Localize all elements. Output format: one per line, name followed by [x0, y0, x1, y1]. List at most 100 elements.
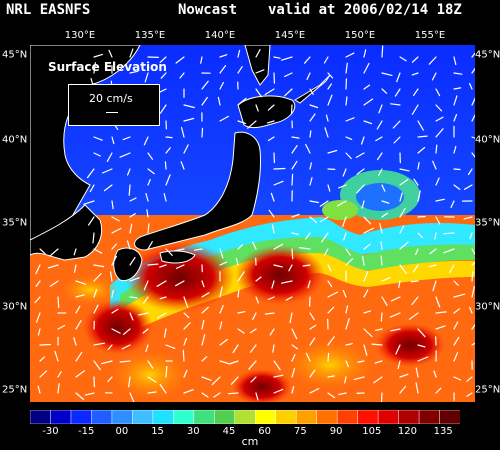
current-vector	[435, 296, 441, 308]
current-vector	[156, 280, 167, 287]
current-vector	[57, 383, 60, 394]
current-vector	[92, 232, 95, 244]
current-vector	[338, 184, 347, 189]
current-vector	[183, 144, 189, 154]
current-vector	[471, 113, 475, 122]
current-vector	[453, 87, 462, 90]
current-vector	[345, 360, 349, 368]
current-vector	[453, 293, 466, 298]
current-vector	[213, 392, 221, 398]
current-vector	[267, 104, 275, 111]
current-vector	[111, 216, 120, 222]
current-vector	[165, 248, 173, 256]
current-vector	[381, 296, 388, 306]
current-vector	[37, 328, 41, 336]
lon-tick-155: 155°E	[414, 30, 446, 41]
current-vector	[83, 200, 95, 205]
current-vector	[179, 72, 185, 79]
current-vector	[342, 168, 347, 177]
current-vector	[412, 264, 419, 273]
current-vector	[268, 209, 275, 218]
lat-tick-30-left: 30°N	[2, 301, 28, 313]
current-vector	[399, 207, 406, 218]
current-vector	[160, 104, 167, 114]
current-vector	[211, 376, 221, 386]
current-vectors	[34, 45, 475, 402]
current-vector	[413, 88, 419, 97]
current-vector	[291, 213, 300, 218]
current-vector	[411, 104, 419, 115]
current-vector	[399, 168, 410, 172]
current-vector	[362, 256, 365, 266]
current-vector	[373, 376, 383, 384]
current-vector	[453, 168, 461, 171]
current-vector	[122, 136, 131, 141]
lat-tick-45-left: 45°N	[2, 49, 28, 61]
current-vector	[381, 277, 391, 282]
current-vector	[145, 193, 149, 202]
current-vector	[93, 152, 102, 157]
current-vector	[378, 168, 383, 176]
current-vector	[327, 149, 338, 154]
current-vector	[163, 193, 167, 202]
current-vector	[327, 352, 330, 362]
current-vector	[471, 152, 475, 158]
current-vector	[143, 136, 149, 146]
current-vector	[237, 97, 247, 106]
current-vector	[235, 257, 239, 266]
current-vector	[93, 53, 104, 58]
colorbar-label: 45	[222, 426, 236, 437]
colorbar-swatch	[418, 410, 441, 424]
current-vector	[327, 184, 331, 192]
current-vector	[435, 177, 440, 186]
current-vector	[129, 197, 137, 202]
current-vector	[183, 369, 188, 378]
current-vector	[57, 296, 60, 309]
current-vector	[35, 264, 41, 275]
current-vector	[327, 392, 336, 399]
current-vector	[393, 136, 401, 144]
current-vector	[255, 276, 262, 282]
colorbar-swatch	[234, 410, 256, 424]
current-vector	[128, 376, 131, 388]
current-vector	[175, 264, 185, 269]
current-vector	[432, 160, 437, 170]
current-vector	[417, 135, 428, 138]
current-vector	[453, 184, 461, 190]
current-vector	[467, 168, 473, 176]
yellow-patch-1	[60, 275, 120, 305]
current-vector	[337, 200, 347, 207]
current-vector	[87, 216, 95, 226]
current-vector	[175, 56, 185, 64]
current-vector	[363, 98, 374, 106]
current-vector	[291, 386, 295, 394]
current-vector	[237, 66, 243, 74]
current-vector	[371, 343, 383, 346]
current-vector	[89, 184, 95, 193]
current-vector	[309, 200, 319, 204]
current-vector	[324, 248, 329, 256]
current-vector	[183, 389, 194, 394]
current-vector	[129, 70, 139, 74]
current-vector	[159, 296, 167, 300]
current-vector	[39, 343, 51, 346]
current-vector	[435, 198, 445, 202]
current-vector	[453, 336, 460, 346]
current-vector	[435, 311, 447, 314]
current-vector	[380, 312, 383, 322]
current-vector	[230, 376, 239, 385]
current-vector	[345, 62, 348, 74]
current-vector	[345, 52, 355, 58]
current-vector	[417, 356, 429, 362]
current-vector	[291, 344, 299, 350]
current-vector	[471, 67, 475, 74]
current-vector	[273, 360, 281, 371]
current-vector	[374, 360, 383, 364]
current-vector	[325, 114, 329, 122]
current-vector	[228, 360, 239, 365]
current-vector	[201, 280, 205, 288]
current-vector	[291, 136, 300, 139]
current-vector	[183, 104, 195, 109]
current-vector	[309, 88, 314, 95]
land-korea	[30, 204, 103, 261]
